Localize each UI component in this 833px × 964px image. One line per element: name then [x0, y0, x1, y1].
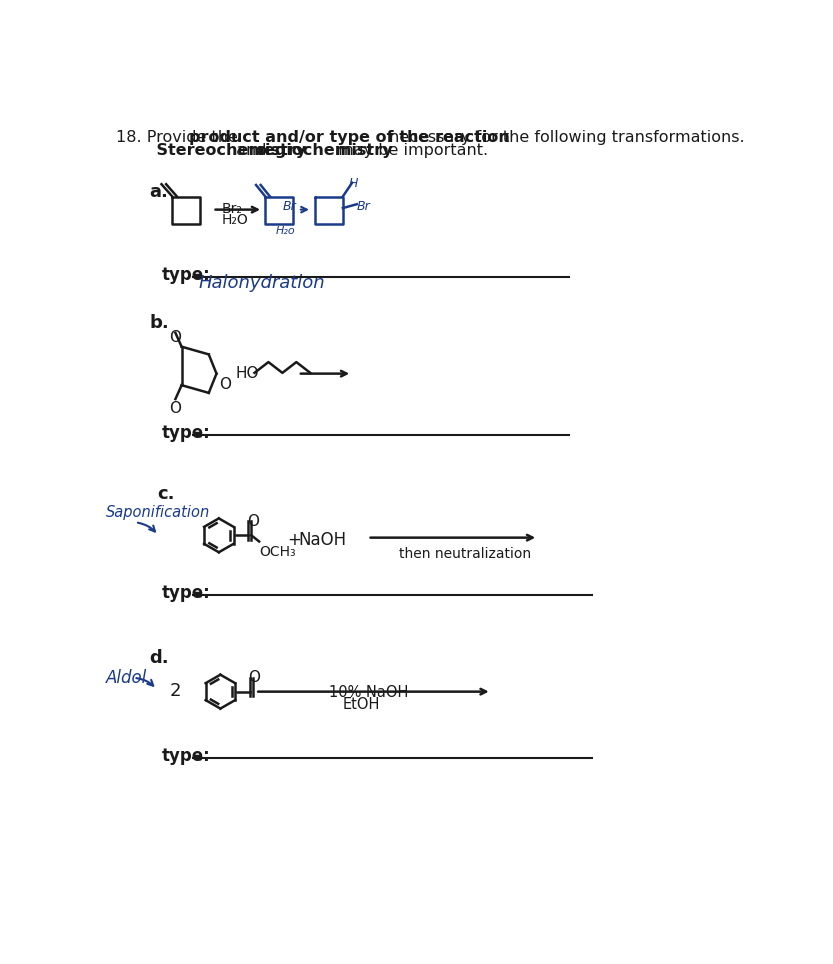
Text: 10% NaOH: 10% NaOH	[329, 685, 408, 701]
Text: HO: HO	[236, 366, 259, 381]
Text: Br: Br	[357, 201, 371, 213]
Text: c.: c.	[157, 485, 174, 503]
Text: and: and	[232, 144, 272, 158]
Text: Saponification: Saponification	[106, 504, 210, 520]
Text: type:: type:	[162, 266, 211, 283]
Text: Br₂: Br₂	[221, 201, 242, 216]
Text: 2: 2	[170, 682, 182, 700]
Text: type:: type:	[162, 747, 211, 765]
Text: NaOH: NaOH	[299, 531, 347, 549]
Text: product and/or type of the reaction: product and/or type of the reaction	[188, 129, 510, 145]
Text: H₂O: H₂O	[221, 213, 248, 227]
Text: EtOH: EtOH	[343, 697, 380, 712]
Text: necessary for the following transformations.: necessary for the following transformati…	[384, 129, 745, 145]
Text: Halonydration: Halonydration	[199, 274, 326, 291]
Text: 18. Provide the: 18. Provide the	[116, 129, 242, 145]
Text: Br: Br	[282, 201, 296, 213]
Text: regiochemistry: regiochemistry	[257, 144, 393, 158]
Text: Stereochemistry: Stereochemistry	[133, 144, 306, 158]
Text: O: O	[169, 401, 182, 415]
Text: O: O	[219, 378, 231, 392]
Text: a.: a.	[149, 183, 168, 201]
Text: O: O	[248, 670, 260, 685]
Text: d.: d.	[149, 649, 169, 666]
Text: Aldol: Aldol	[106, 669, 147, 686]
Text: type:: type:	[162, 584, 211, 602]
Text: O: O	[247, 514, 259, 529]
Text: H₂o: H₂o	[277, 226, 296, 236]
Text: O: O	[169, 330, 182, 345]
Text: may be important.: may be important.	[332, 144, 488, 158]
Text: H: H	[349, 177, 358, 190]
Text: +: +	[287, 531, 301, 549]
Text: OCH₃: OCH₃	[259, 546, 296, 559]
Text: then neutralization: then neutralization	[399, 547, 531, 561]
Text: b.: b.	[149, 314, 169, 333]
Text: type:: type:	[162, 424, 211, 442]
